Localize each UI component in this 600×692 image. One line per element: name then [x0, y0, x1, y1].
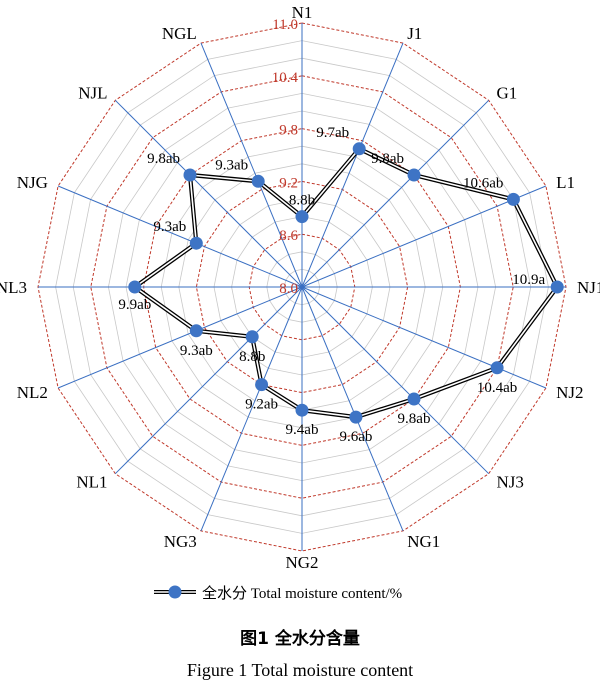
ring-label: 8.6: [279, 228, 298, 244]
axis-label-G1: G1: [497, 84, 518, 103]
legend-swatch: [154, 585, 196, 599]
data-label-NJL: 9.8ab: [147, 151, 180, 167]
spoke-NJL: [114, 99, 303, 288]
spoke-NGL: [200, 42, 303, 288]
data-label-NGL: 9.3ab: [215, 157, 248, 173]
legend-marker: [168, 585, 182, 599]
data-label-NJ3: 9.8ab: [398, 411, 431, 427]
data-label-NJ1: 10.9a: [512, 272, 545, 288]
ring-labels: 8.0 8.6 9.2 9.8 10.4 11.0: [272, 17, 299, 297]
ring-label: 11.0: [272, 17, 298, 33]
spokes: [38, 23, 566, 551]
axis-label-NJ3: NJ3: [497, 473, 524, 492]
axis-label-NL1: NL1: [76, 473, 107, 492]
axis-label-L1: L1: [556, 173, 575, 192]
data-point-NJG: [189, 236, 203, 250]
legend: 全水分 Total moisture content/%: [150, 578, 490, 606]
ring-label: 10.4: [272, 70, 299, 86]
data-label-N1: 8.8b: [289, 193, 315, 209]
axis-label-NL3: NL3: [0, 278, 27, 297]
spoke-G1: [301, 99, 490, 288]
ring-label: 9.2: [279, 175, 298, 191]
data-point-NJL: [183, 168, 197, 182]
data-point-NJ3: [407, 392, 421, 406]
spoke-NL1: [114, 286, 303, 475]
ring-label: 8.0: [279, 281, 298, 297]
data-label-NL3: 9.9ab: [118, 297, 151, 313]
data-labels: 8.8b 9.7ab 9.8ab 10.6ab 10.9a 10.4ab 9.8ab 9.6a…: [118, 125, 545, 445]
figure-caption-en: Figure 1 Total moisture content: [186, 660, 414, 680]
spoke-NJG: [57, 185, 303, 288]
axis-label-NG3: NG3: [164, 532, 197, 551]
axis-label-NJ2: NJ2: [556, 383, 583, 402]
axis-label-NG2: NG2: [285, 553, 318, 572]
data-point-L1: [506, 192, 520, 206]
axis-label-NL2: NL2: [17, 383, 48, 402]
data-label-NG3: 9.2ab: [245, 397, 278, 413]
ring-label: 9.8: [279, 123, 298, 139]
axis-label-NG1: NG1: [407, 532, 440, 551]
axis-label-NJ1: NJ1: [577, 278, 600, 297]
data-label-NG1: 9.6ab: [339, 429, 372, 445]
data-point-N1: [295, 210, 309, 224]
data-label-NJG: 9.3ab: [153, 219, 186, 235]
legend-label: 全水分 Total moisture content/%: [202, 586, 403, 602]
spoke-NG3: [200, 286, 303, 532]
data-point-NL1: [245, 330, 259, 344]
data-label-NG2: 9.4ab: [286, 422, 319, 438]
spoke-NL2: [57, 286, 303, 389]
data-point-NL2: [189, 324, 203, 338]
data-point-NL3: [128, 280, 142, 294]
data-point-J1: [352, 142, 366, 156]
axis-label-J1: J1: [407, 24, 422, 43]
data-point-NG2: [295, 403, 309, 417]
radar-chart: 8.0 8.6 9.2 9.8 10.4 11.0 N1 J1 G1 L1 NJ1 NJ2 NJ3 NG…: [0, 3, 600, 572]
axis-label-NGL: NGL: [162, 24, 197, 43]
data-point-NJ2: [490, 361, 504, 375]
spoke-L1: [301, 185, 547, 288]
spoke-NJ3: [301, 286, 490, 475]
axis-label-NJG: NJG: [17, 173, 48, 192]
spoke-NG1: [301, 286, 404, 532]
spoke-NJ2: [301, 286, 547, 389]
spoke-J1: [301, 42, 404, 288]
data-point-NJ1: [550, 280, 564, 294]
axis-labels: N1 J1 G1 L1 NJ1 NJ2 NJ3 NG1 NG2 NG3 NL1 NL2 NL3 NJG NJ…: [0, 3, 600, 572]
data-label-NJ2: 10.4ab: [477, 380, 517, 396]
axis-label-NJL: NJL: [78, 84, 107, 103]
data-label-G1: 9.8ab: [371, 151, 404, 167]
data-label-J1: 9.7ab: [316, 125, 349, 141]
figure-caption-zh: 图1 全水分含量: [240, 629, 360, 649]
series: [128, 142, 564, 424]
data-point-NGL: [251, 174, 265, 188]
data-label-NL1: 8.8b: [239, 349, 265, 365]
data-label-L1: 10.6ab: [463, 175, 503, 191]
data-point-NG1: [349, 410, 363, 424]
data-point-G1: [407, 168, 421, 182]
axis-label-N1: N1: [292, 3, 313, 22]
data-label-NL2: 9.3ab: [180, 343, 213, 359]
data-point-NG3: [255, 378, 269, 392]
